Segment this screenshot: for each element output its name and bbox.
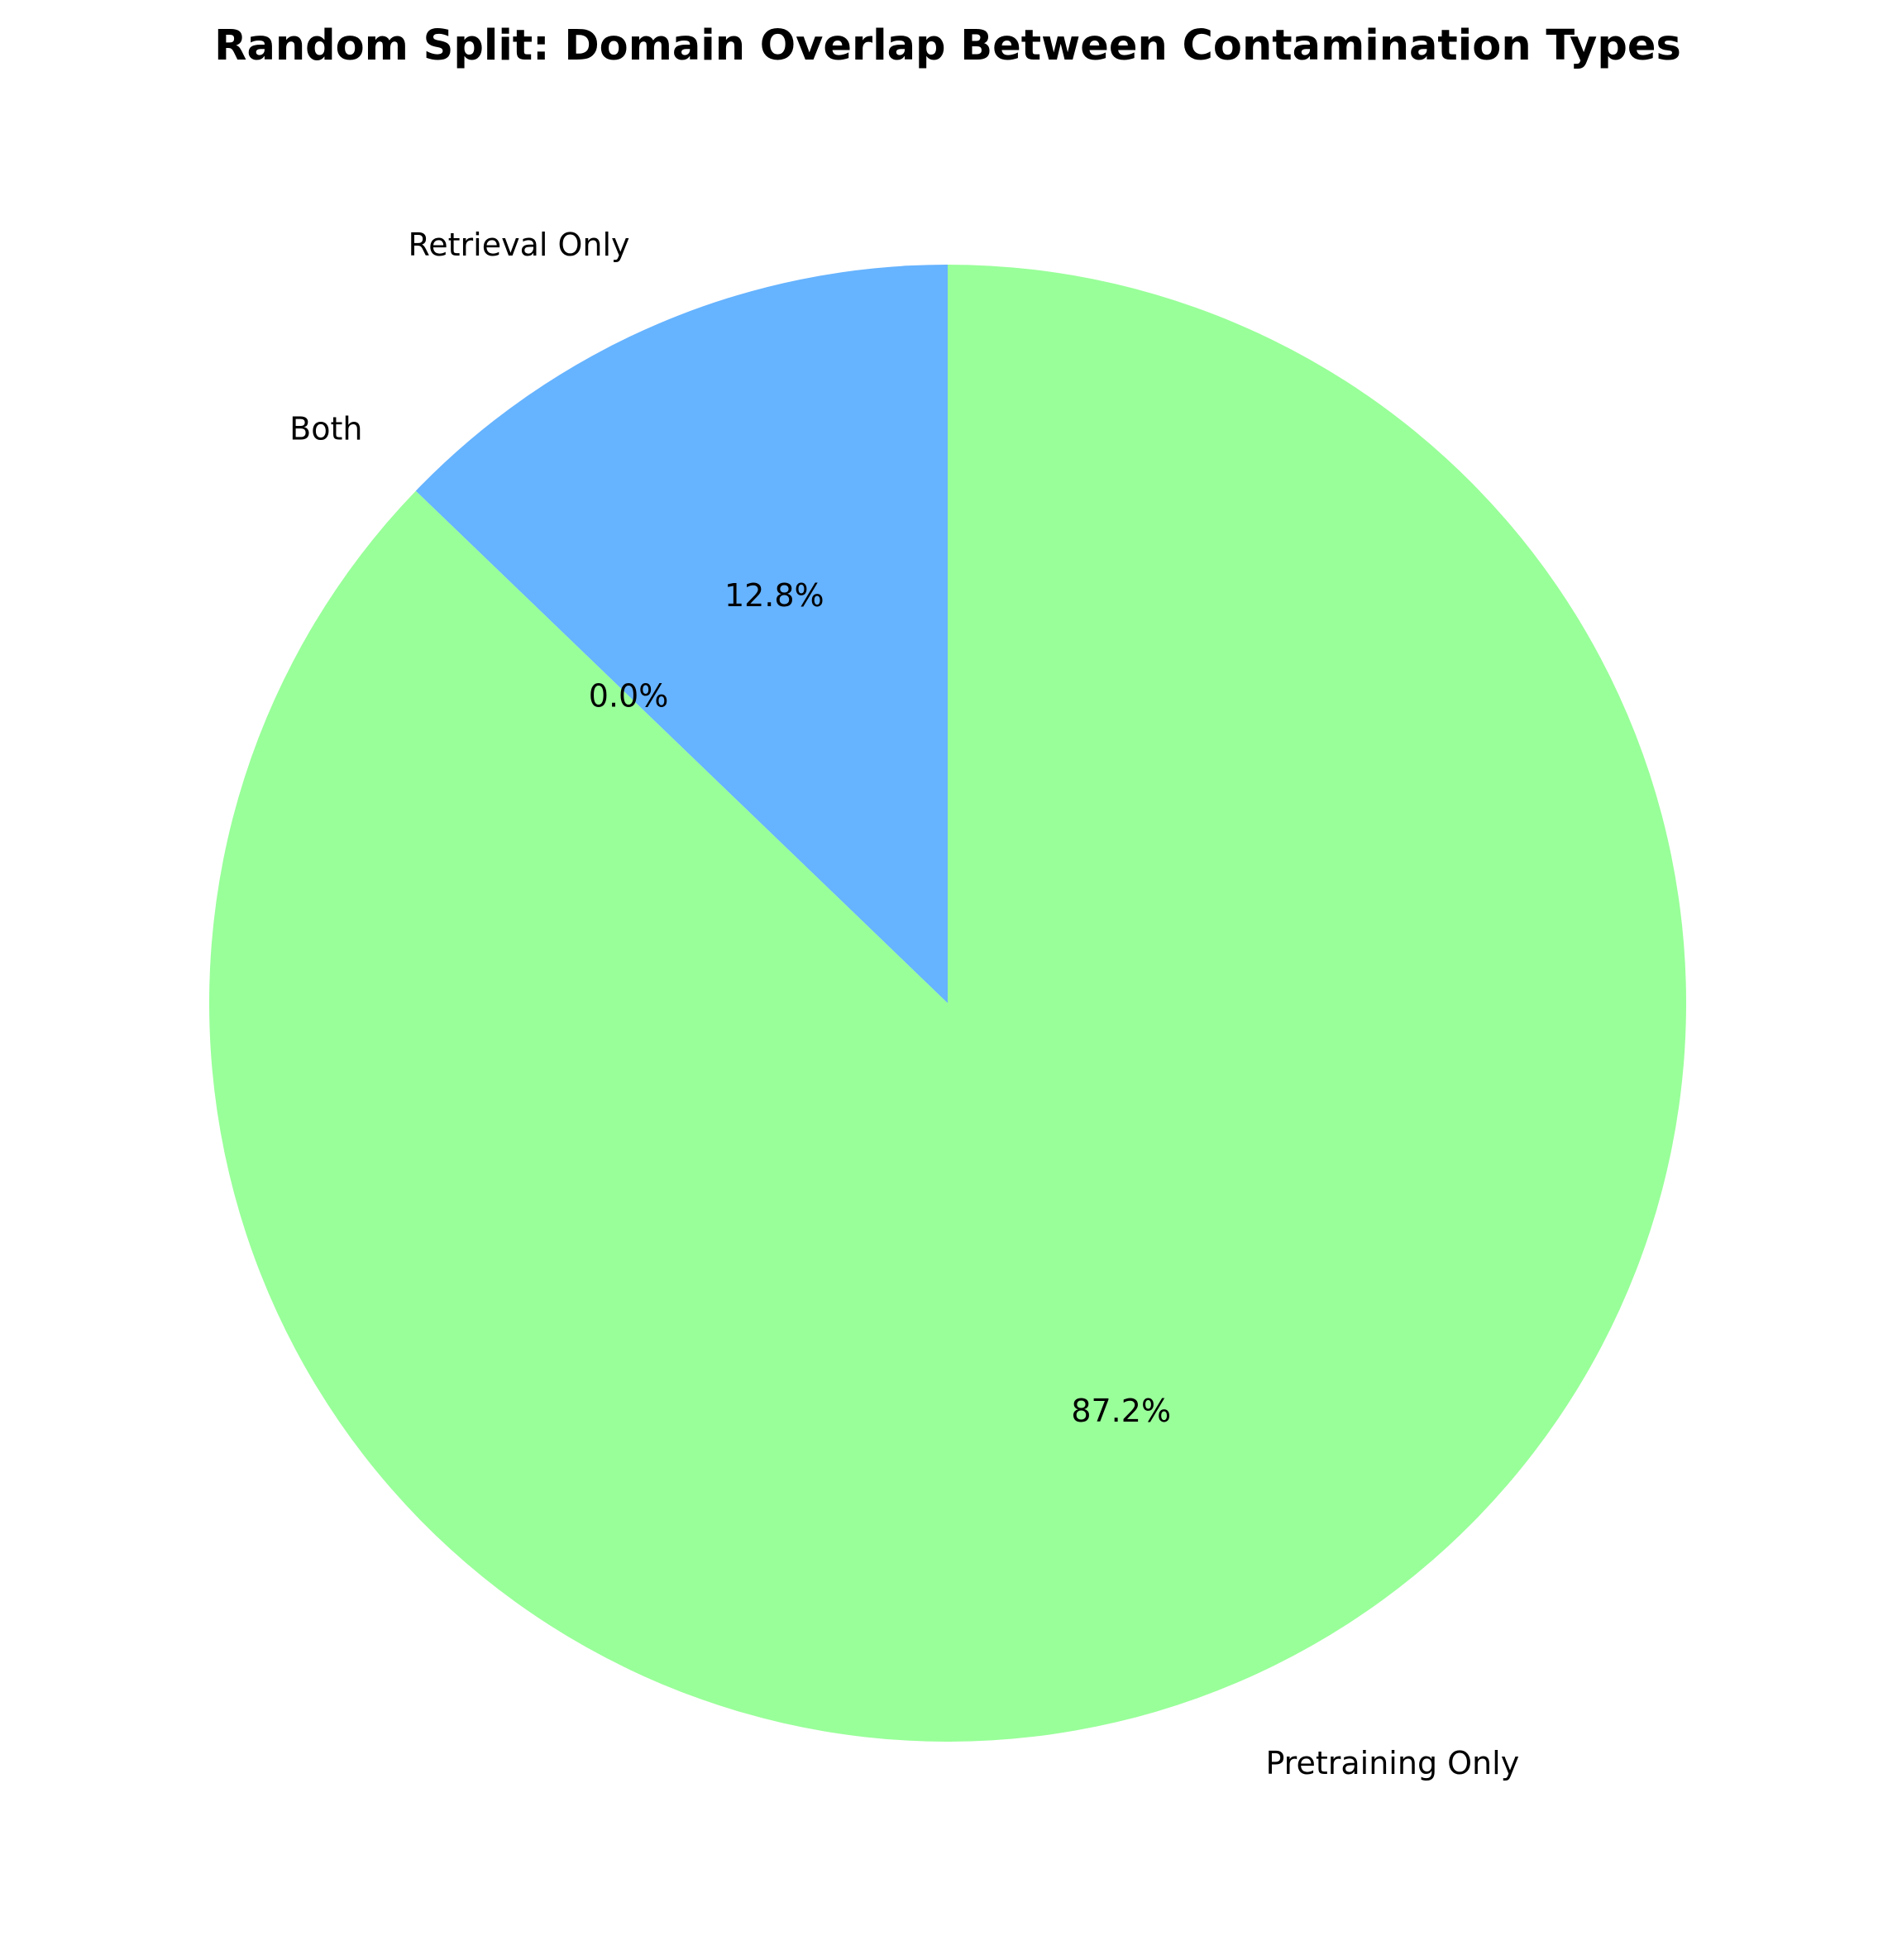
- pie-labels: Retrieval Only 12.8% Both 0.0% Pretraining O…: [289, 227, 1519, 1781]
- slice-label-pretraining-only: Pretraining Only: [1265, 1745, 1519, 1781]
- pct-label-retrieval-only: 12.8%: [724, 577, 824, 614]
- pct-label-both: 0.0%: [589, 677, 669, 714]
- chart-title: Random Split: Domain Overlap Between Con…: [214, 22, 1681, 70]
- slice-label-both: Both: [289, 411, 362, 447]
- pie-slice-pretraining-only: [209, 265, 1687, 1742]
- pie-slices: [209, 265, 1687, 1742]
- pie-slice-retrieval-only: [415, 265, 948, 1003]
- slice-label-retrieval-only: Retrieval Only: [409, 227, 630, 263]
- pct-label-pretraining-only: 87.2%: [1071, 1393, 1171, 1429]
